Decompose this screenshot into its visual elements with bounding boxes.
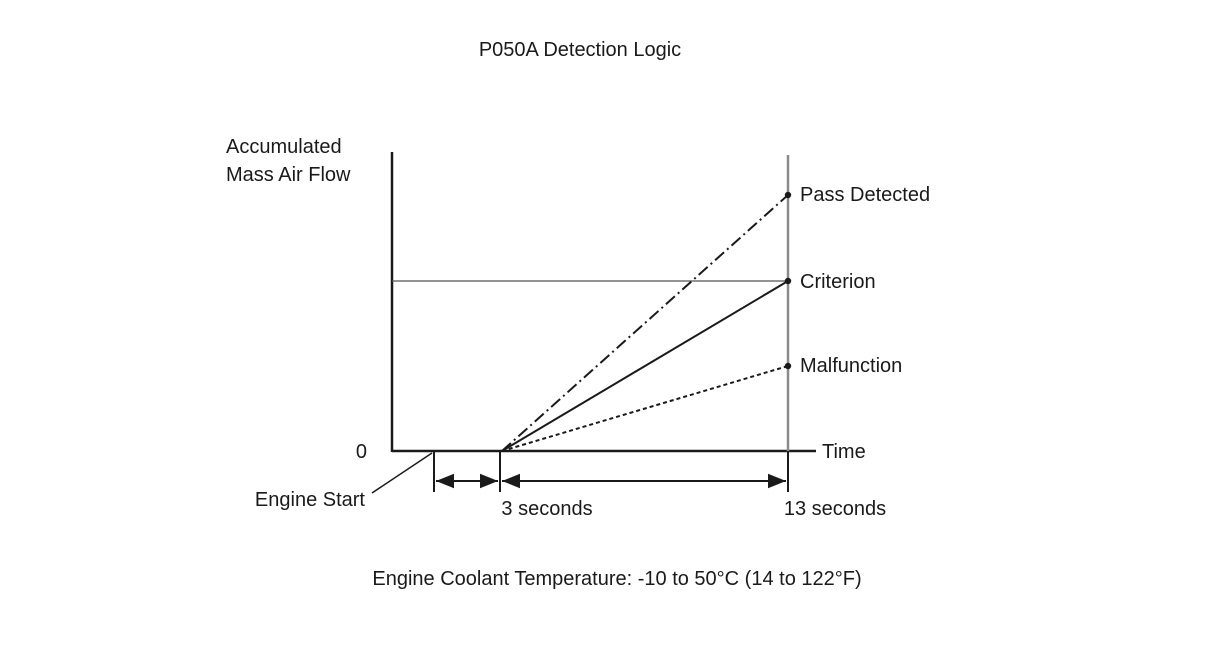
diagram-title: P050A Detection Logic xyxy=(479,39,681,61)
y-axis-label-line2: Mass Air Flow xyxy=(226,164,351,186)
coolant-temperature-note: Engine Coolant Temperature: -10 to 50°C … xyxy=(372,568,861,590)
criterion-dot xyxy=(784,277,792,285)
pass-detected-dot xyxy=(784,191,792,199)
y-axis-label-line1: Accumulated xyxy=(226,136,342,158)
malfunction-label: Malfunction xyxy=(800,355,902,377)
thirteen-seconds-label: 13 seconds xyxy=(784,498,886,520)
criterion-label: Criterion xyxy=(800,271,876,293)
malfunction-line xyxy=(501,365,789,452)
malfunction-dot xyxy=(784,362,792,370)
three-seconds-label: 3 seconds xyxy=(501,498,592,520)
criterion-line xyxy=(501,280,789,452)
zero-label: 0 xyxy=(356,441,367,463)
pass-detected-line xyxy=(501,194,789,452)
pass-detected-label: Pass Detected xyxy=(800,184,930,206)
x-axis-label: Time xyxy=(822,441,866,463)
engine-start-leader xyxy=(371,452,433,494)
engine-start-label: Engine Start xyxy=(255,489,366,511)
